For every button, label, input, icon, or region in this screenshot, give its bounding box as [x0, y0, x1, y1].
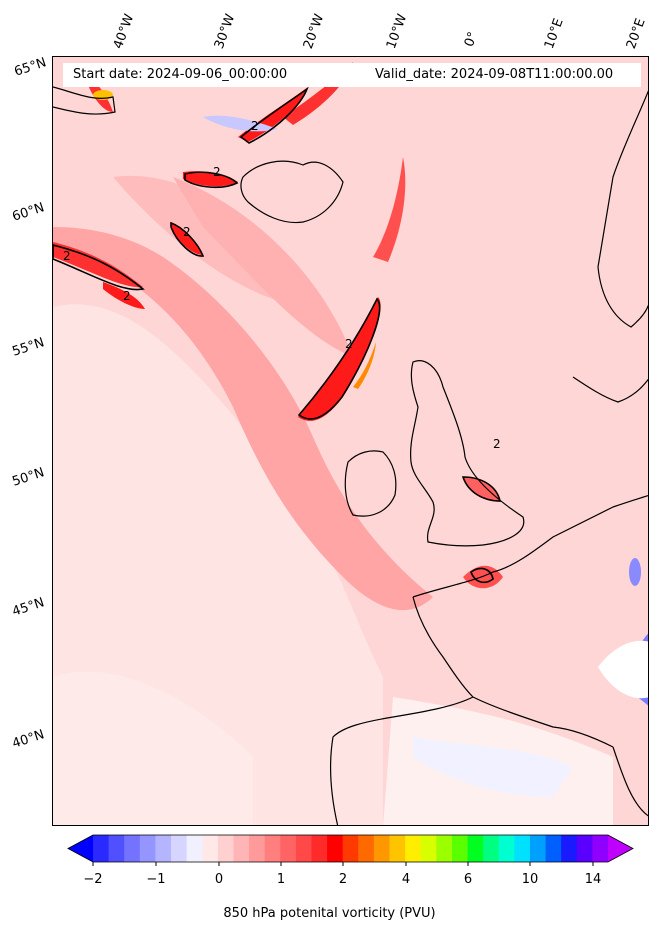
- contour-label: 2: [213, 165, 221, 179]
- colorbar-segment: [202, 835, 219, 862]
- contour-label: 2: [345, 337, 353, 351]
- contour-label: 2: [251, 119, 259, 133]
- colorbar-segment: [342, 835, 359, 862]
- colorbar-segment: [171, 835, 188, 862]
- colorbar-segment: [124, 835, 141, 862]
- colorbar-segment: [108, 835, 125, 862]
- colorbar-segment: [327, 835, 344, 862]
- colorbar-segment: [264, 835, 281, 862]
- colorbar-segment: [93, 835, 110, 862]
- contour-label: 2: [183, 225, 191, 239]
- colorbar-tick: 14: [584, 872, 602, 887]
- coastline: [53, 86, 648, 825]
- colorbar-tick: 0: [214, 872, 224, 887]
- colorbar-segment: [373, 835, 391, 862]
- colorbar-label: 850 hPa potenital vorticity (PVU): [223, 906, 436, 921]
- colorbar-segment: [483, 835, 500, 862]
- colorbar-segment: [514, 835, 531, 862]
- colorbar-segment: [545, 835, 562, 862]
- colorbar-segment: [389, 835, 406, 862]
- colorbar-segment: [576, 835, 593, 862]
- colorbar-extend-max: [608, 835, 633, 862]
- colorbar-segment: [498, 835, 515, 862]
- colorbar-tick: 1: [276, 872, 286, 887]
- contour-label: 2: [123, 289, 131, 303]
- colorbar-segment: [233, 835, 250, 862]
- colorbar-tick: 4: [401, 872, 411, 887]
- pv-map: Start date: 2024-09-06_00:00:00 Valid_da…: [52, 56, 649, 826]
- pv-field: [53, 57, 648, 825]
- colorbar-segment: [420, 835, 437, 862]
- colorbar-tick: 10: [521, 872, 539, 887]
- colorbar-segment: [311, 835, 328, 862]
- contour-label: 2: [63, 249, 71, 263]
- colorbar-segment: [249, 835, 266, 862]
- colorbar-segment: [280, 835, 297, 862]
- colorbar-segment: [436, 835, 453, 862]
- colorbar-segment: [561, 835, 578, 862]
- colorbar-segment: [155, 835, 172, 862]
- colorbar-segment: [139, 835, 156, 862]
- start-date-label: Start date: 2024-09-06_00:00:00: [73, 67, 288, 82]
- colorbar-extend-min: [68, 835, 93, 862]
- valid-date-label: Valid_date: 2024-09-08T11:00:00.00: [375, 67, 614, 82]
- colorbar-segment: [295, 835, 312, 862]
- colorbar-tick: −2: [83, 872, 103, 887]
- colorbar-tick: 6: [463, 872, 473, 887]
- colorbar-segment: [451, 835, 469, 862]
- contour-label: 2: [493, 437, 501, 451]
- colorbar-segment: [405, 835, 422, 862]
- colorbar-tick: −1: [146, 872, 166, 887]
- colorbar-segment: [467, 835, 484, 862]
- colorbar-segment: [217, 835, 234, 862]
- colorbar-tick: 2: [338, 872, 348, 887]
- colorbar-segment: [358, 835, 375, 862]
- colorbar-segment: [529, 835, 547, 862]
- colorbar-segment: [186, 835, 203, 862]
- colorbar-segment: [592, 835, 609, 862]
